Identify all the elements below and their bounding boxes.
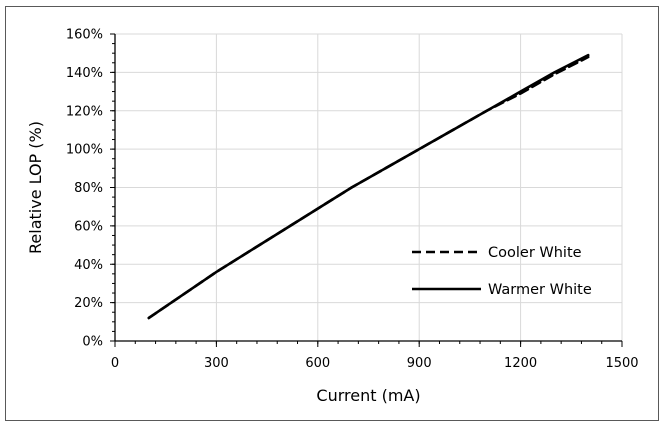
y-tick-label: 120%	[66, 104, 103, 119]
x-tick-label: 600	[305, 356, 330, 371]
x-axis-title: Current (mA)	[316, 386, 420, 405]
x-tick-label: 1500	[605, 356, 638, 371]
y-tick-label: 140%	[66, 66, 103, 81]
ticks: 0% 20% 40% 60% 80% 100% 120% 140% 160% 0 300 600 900…	[66, 28, 639, 372]
series-line-warmer-white	[147, 53, 590, 320]
y-tick-label: 80%	[74, 181, 103, 196]
gridlines	[115, 33, 623, 341]
legend-label-warmer-white: Warmer White	[488, 282, 592, 298]
legend-label-cooler-white: Cooler White	[488, 245, 582, 261]
legend: Cooler White Warmer White	[412, 245, 592, 298]
y-tick-label: 160%	[66, 28, 103, 43]
y-tick-label: 40%	[74, 258, 103, 273]
x-tick-label: 1200	[504, 356, 537, 371]
x-tick-label: 900	[407, 356, 432, 371]
y-tick-label: 20%	[74, 296, 103, 311]
chart-frame	[5, 6, 659, 421]
x-tick-label: 300	[204, 356, 229, 371]
y-axis-title: Relative LOP (%)	[26, 121, 45, 254]
series-lines	[147, 53, 590, 320]
y-tick-label: 60%	[74, 219, 103, 234]
y-tick-label: 0%	[82, 335, 103, 350]
y-tick-label: 100%	[66, 143, 103, 158]
x-tick-label: 0	[111, 356, 119, 371]
